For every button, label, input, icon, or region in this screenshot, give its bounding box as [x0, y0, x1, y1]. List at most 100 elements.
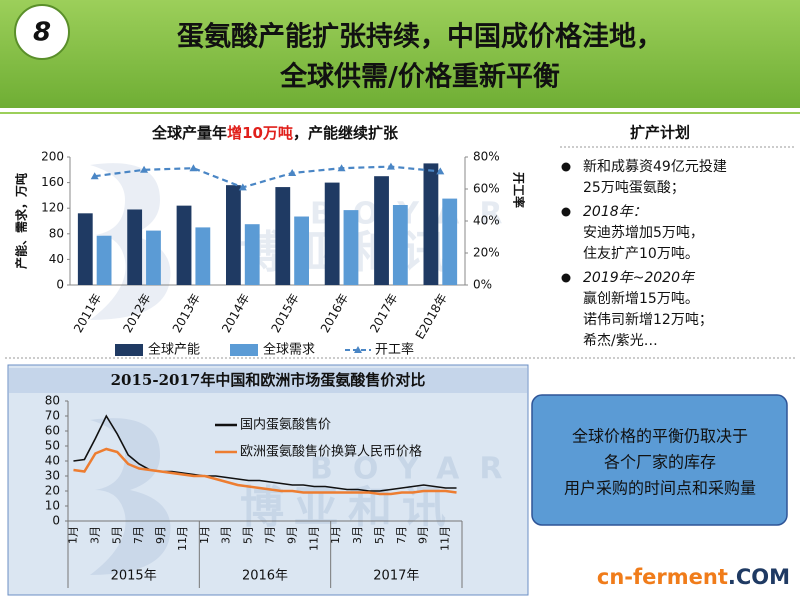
x-tick-label: 2017年 [367, 291, 400, 335]
y-tick-label: 20 [45, 484, 60, 498]
price-panel [7, 364, 529, 596]
y2-tick-label: 0% [473, 278, 492, 292]
x-tick-label: 2014年 [219, 291, 252, 335]
x-tick-label: 9月 [285, 526, 298, 544]
x-tick-label: 9月 [154, 526, 167, 544]
bar [226, 185, 241, 285]
legend-swatch [115, 344, 143, 356]
line-marker [288, 169, 297, 176]
bar [442, 198, 458, 285]
y-tick-label: 70 [45, 409, 60, 423]
bar [374, 176, 389, 285]
chart-title: 全球产量年增10万吨，产能继续扩张 [151, 124, 399, 142]
x-tick-label: 3月 [351, 526, 364, 544]
bar [176, 205, 192, 285]
legend-label: 国内蛋氨酸售价 [240, 417, 331, 433]
x-tick-label: 7月 [395, 526, 408, 544]
callout-text: 用户采购的时间点和采购量 [564, 479, 756, 498]
x-tick-label: 5月 [110, 526, 123, 544]
x-group-label: 2015年 [111, 569, 157, 584]
plan-item-line: 诺伟司新增12万吨； [583, 312, 713, 328]
bar [392, 205, 408, 285]
x-tick-label: 7月 [263, 526, 276, 544]
watermark-logo [90, 418, 171, 575]
x-tick-label: 11月 [439, 526, 452, 551]
y-tick-label: 80 [49, 226, 64, 240]
price-panel-title-band [9, 368, 527, 393]
plan-item-line: 住友扩产10万吨。 [583, 246, 699, 262]
x-tick-label: 2016年 [318, 291, 351, 335]
slide-title: 全球供需/价格重新平衡 [279, 61, 560, 93]
y-axis-label: 产能、需求，万吨 [14, 173, 29, 269]
line-marker [189, 164, 198, 172]
watermark: BOYAR [310, 452, 522, 487]
plan-item-head: 2019年~2020年 [583, 270, 696, 286]
watermark: 博亚和讯 [240, 227, 456, 278]
x-tick-label: 5月 [373, 526, 386, 544]
x-tick-label: 9月 [417, 526, 430, 544]
plan-item-line: 赢创新增15万吨。 [583, 290, 699, 307]
y-tick-label: 160 [41, 175, 64, 189]
line-marker [337, 164, 346, 172]
bar [77, 213, 93, 285]
x-tick-label: 1月 [198, 526, 211, 544]
plan-title: 扩产计划 [630, 124, 690, 142]
bar [127, 209, 143, 285]
legend-swatch [354, 346, 362, 353]
bar [423, 163, 439, 285]
y2-tick-label: 60% [473, 182, 500, 196]
y-tick-label: 10 [45, 499, 60, 513]
line [73, 447, 457, 496]
bar [146, 230, 161, 285]
y-tick-label: 60 [45, 424, 60, 438]
slide-title: 蛋氨酸产能扩张持续，中国成价格洼地， [177, 21, 663, 53]
y-tick-label: 120 [41, 201, 64, 215]
x-group-label: 2016年 [242, 569, 288, 584]
x-tick-label: 1月 [329, 526, 342, 544]
chart-title-part: 增10万吨 [227, 124, 293, 142]
x-tick-label: 11月 [176, 526, 189, 551]
x-tick-label: 7月 [132, 526, 145, 544]
y-tick-label: 0 [52, 514, 60, 528]
chart-title: 2015-2017年中国和欧洲市场蛋氨酸售价对比 [111, 371, 426, 389]
callout-text: 全球价格的平衡仍取决于 [572, 427, 748, 446]
legend-label: 全球需求 [263, 342, 315, 358]
y-tick-label: 200 [41, 150, 64, 164]
callout-box [531, 394, 788, 526]
line-marker [90, 172, 99, 180]
y2-tick-label: 20% [473, 246, 500, 260]
chart-title-part: 全球产量年 [151, 124, 227, 142]
bar [244, 224, 260, 285]
bar [96, 235, 112, 285]
y2-axis-label: 开工率 [512, 172, 527, 208]
x-tick-label: 3月 [88, 526, 101, 544]
y-tick-label: 0 [56, 278, 64, 292]
y-tick-label: 30 [45, 469, 60, 483]
footer-part: .COM [728, 565, 790, 589]
line-marker [238, 183, 247, 191]
plan-item-line: 新和成募资49亿元投建 [583, 159, 727, 175]
bullet [561, 207, 571, 217]
bullet [561, 273, 571, 283]
plan-item-line: 25万吨蛋氨酸； [583, 180, 685, 196]
x-group-label: 2017年 [373, 569, 419, 584]
x-tick-label: 1月 [66, 526, 79, 544]
footer-logo: cn-ferment.COM [597, 565, 790, 589]
y-tick-label: 40 [49, 252, 64, 266]
plan-item-line: 安迪苏增加5万吨， [583, 225, 704, 241]
plan-item-line: 希杰/紫光… [583, 333, 658, 349]
y2-tick-label: 80% [473, 150, 500, 164]
plan-item-head: 2018年： [583, 204, 647, 220]
line-marker [386, 162, 395, 170]
x-tick-label: E2018年 [413, 291, 450, 341]
bar [294, 216, 309, 285]
line [73, 414, 457, 492]
legend-label: 全球产能 [148, 342, 200, 358]
bar [324, 182, 340, 285]
legend-swatch [230, 344, 258, 356]
chart-title-part: ，产能继续扩张 [293, 124, 399, 142]
bar [343, 210, 359, 285]
legend-label: 欧洲蛋氨酸售价换算人民币价格 [240, 444, 422, 460]
x-tick-label: 2013年 [170, 291, 203, 335]
